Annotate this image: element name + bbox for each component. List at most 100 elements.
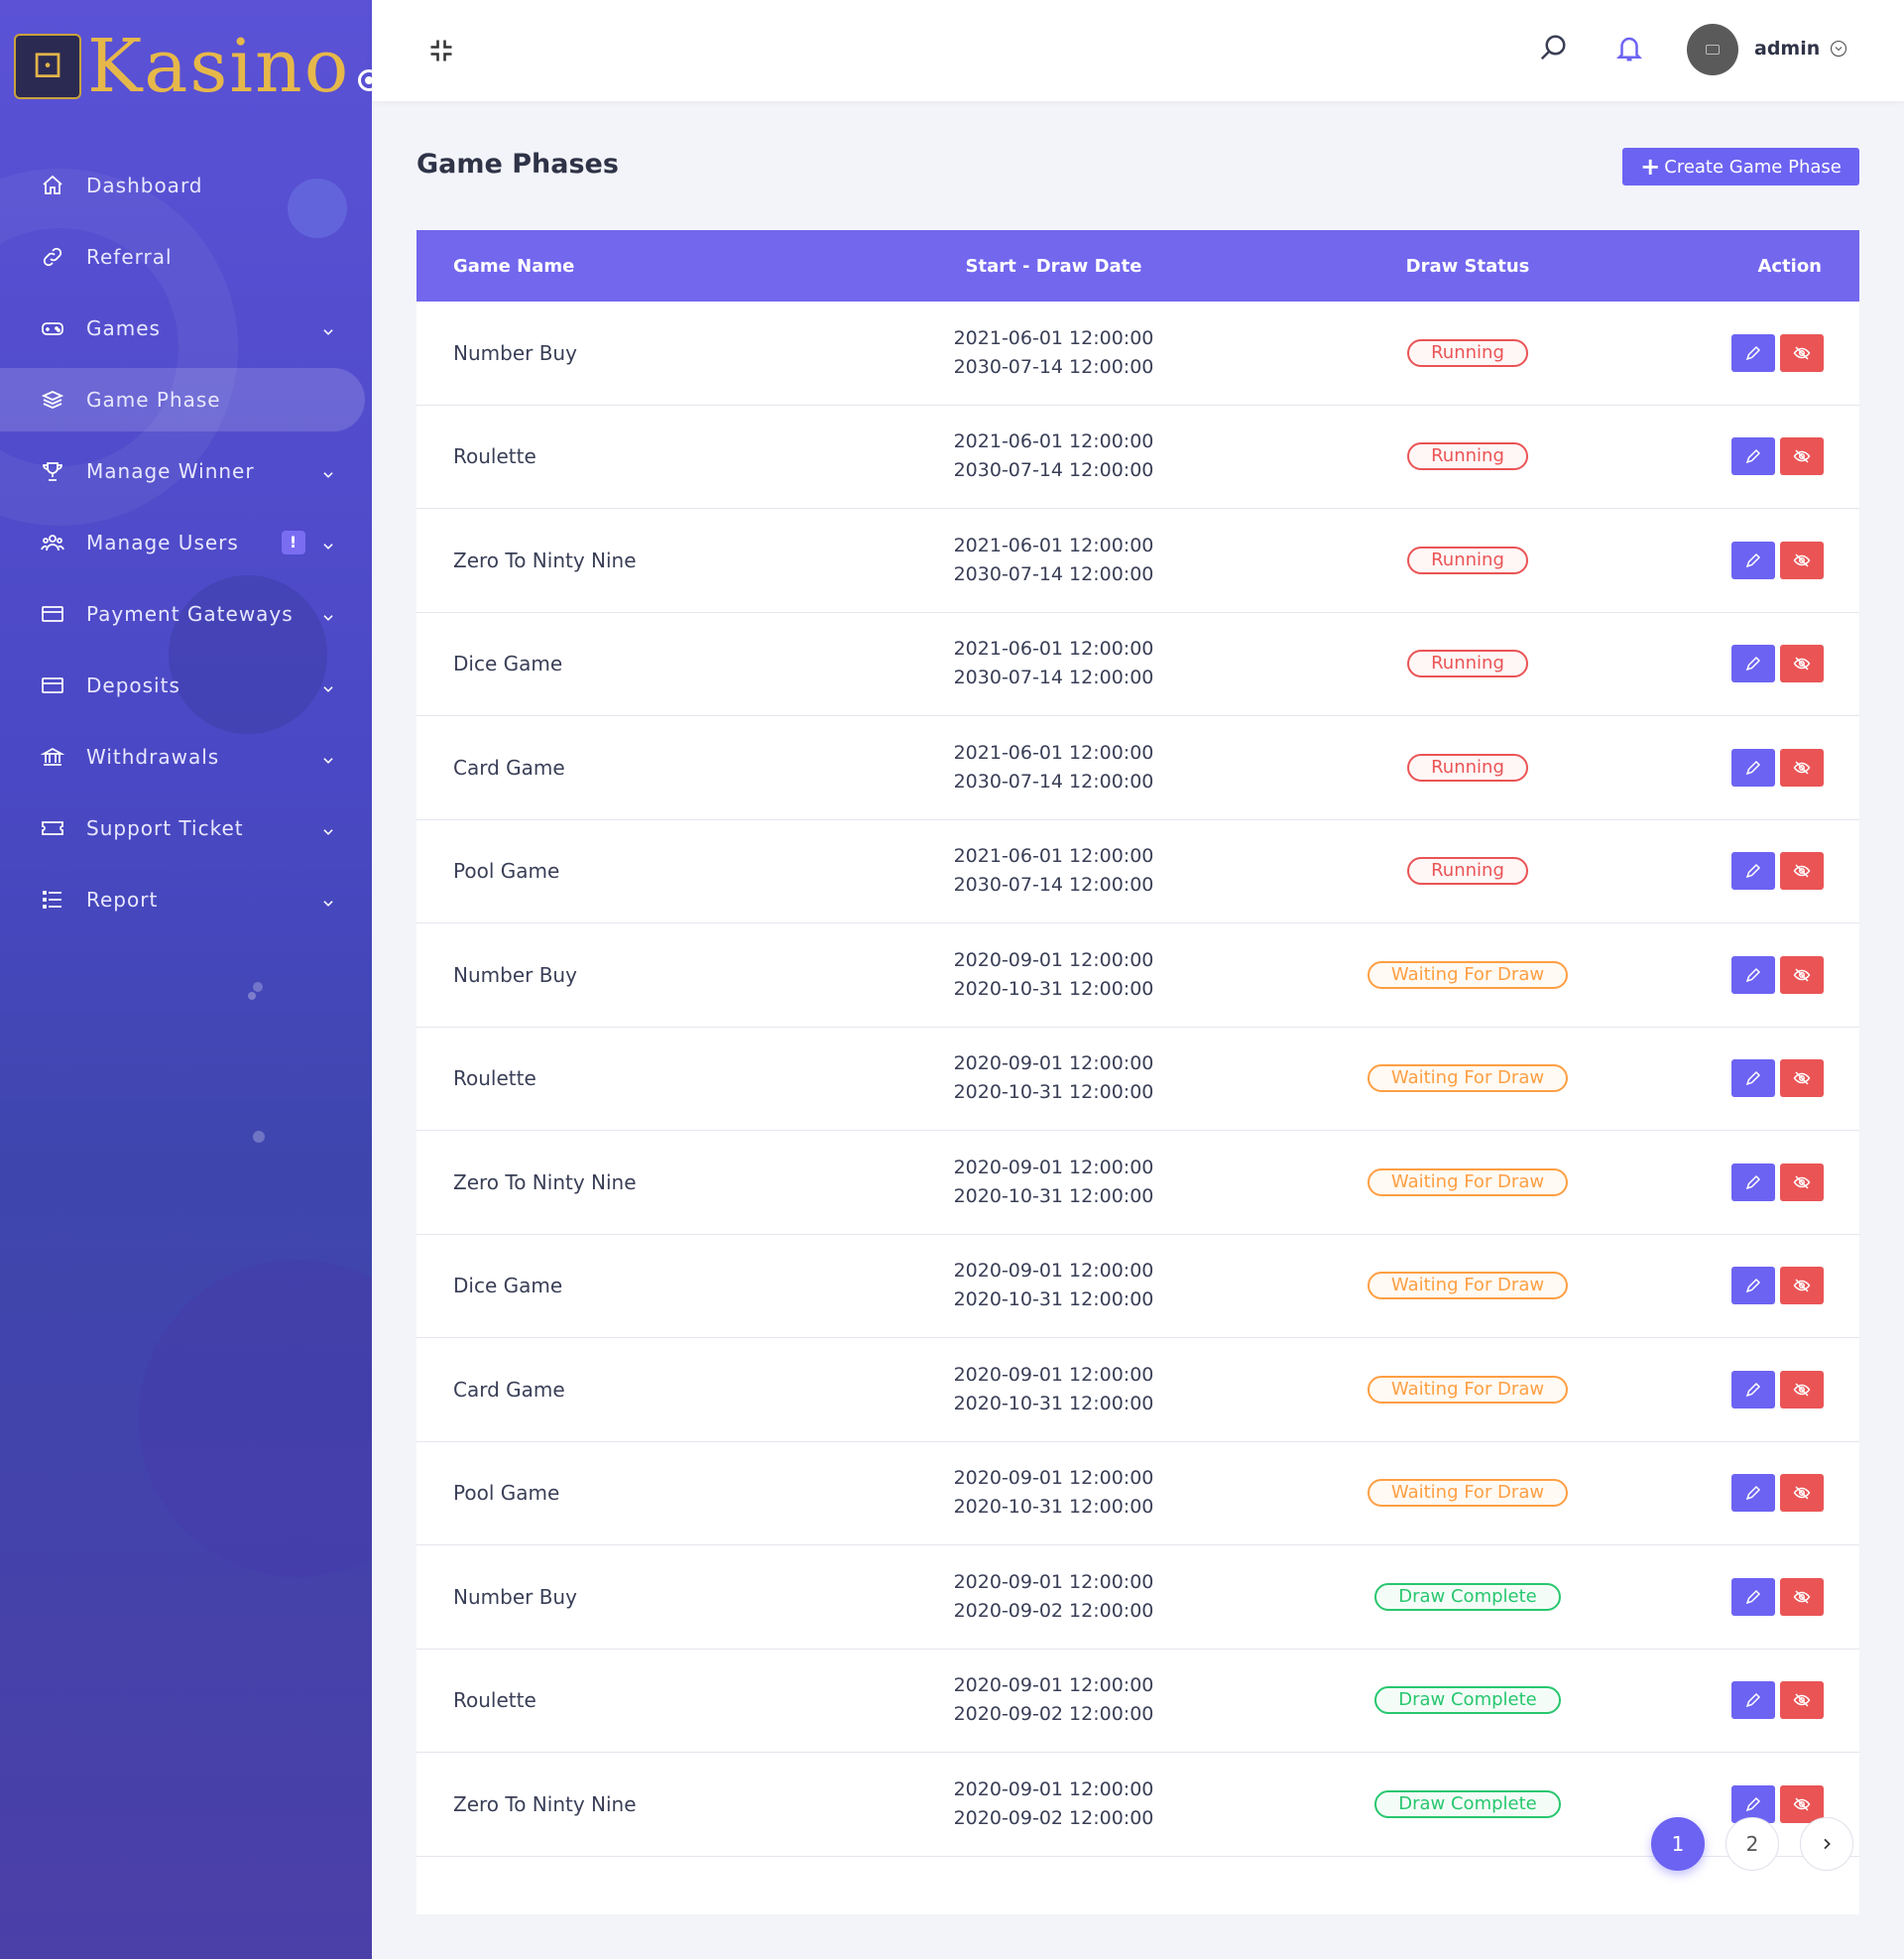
user-name[interactable]: admin [1754,38,1821,60]
collapse-icon[interactable] [427,37,455,64]
next-page-button[interactable] [1800,1817,1853,1871]
chevron-down-icon[interactable] [321,535,335,550]
sidebar-item-manage-winner[interactable]: Manage Winner [0,439,372,503]
chevron-down-icon[interactable] [321,677,335,692]
sidebar-item-game-phase[interactable]: Game Phase [0,368,365,431]
pencil-icon [1745,1693,1761,1708]
action-cell [1671,955,1859,994]
column-header-game-name: Game Name [453,255,575,277]
hide-button[interactable] [1780,1474,1824,1513]
eye-off-icon [1793,968,1811,982]
hide-button[interactable] [1780,852,1824,891]
edit-button[interactable] [1731,852,1775,891]
eye-off-icon [1793,1797,1811,1811]
hide-button[interactable] [1780,1059,1824,1098]
edit-button[interactable] [1731,1784,1775,1823]
status-cell: Draw Complete [1264,1686,1671,1715]
hide-button[interactable] [1780,333,1824,372]
edit-button[interactable] [1731,645,1775,683]
page-1-button[interactable]: 1 [1651,1817,1705,1871]
action-cell [1671,852,1859,891]
sidebar-item-manage-users[interactable]: Manage Users! [0,511,372,574]
hide-button[interactable] [1780,1267,1824,1305]
eye-off-icon [1793,1693,1811,1707]
chevron-down-icon[interactable] [321,749,335,764]
sidebar-item-referral[interactable]: Referral [0,225,372,289]
sidebar-item-report[interactable]: Report [0,868,372,931]
hide-button[interactable] [1780,1370,1824,1408]
search-icon[interactable] [1538,33,1568,62]
status-badge: Running [1407,546,1528,574]
action-cell [1671,1370,1859,1408]
edit-button[interactable] [1731,1577,1775,1616]
gamepad-icon [40,315,65,341]
sidebar-item-withdrawals[interactable]: Withdrawals [0,725,372,789]
game-name-cell: Zero To Ninty Nine [453,1791,637,1816]
brand-logo[interactable]: ⚀ Kasino [14,30,372,103]
game-name-cell: Zero To Ninty Nine [453,548,637,572]
eye-off-icon [1793,553,1811,567]
game-phases-table-card: Game Name Start - Draw Date Draw Status … [416,230,1859,1914]
eye-off-icon [1793,1486,1811,1500]
action-cell [1671,748,1859,787]
hide-button[interactable] [1780,1681,1824,1720]
draw-date: 2020-10-31 12:00:00 [953,1496,1154,1519]
edit-button[interactable] [1731,1163,1775,1201]
pencil-icon [1745,967,1761,982]
create-game-phase-button[interactable]: + Create Game Phase [1622,148,1859,185]
start-date: 2021-06-01 12:00:00 [953,534,1154,556]
chevron-down-icon[interactable] [1830,40,1847,58]
hide-button[interactable] [1780,1163,1824,1201]
avatar[interactable] [1687,24,1738,75]
sidebar-nav: Dashboard Referral Games Game Phase Manage W… [0,154,372,939]
sidebar-item-games[interactable]: Games [0,297,372,360]
table-row: Pool Game 2021-06-01 12:00:00 2030-07-14 1… [416,820,1859,923]
hide-button[interactable] [1780,748,1824,787]
chevron-down-icon[interactable] [321,606,335,621]
table-row: Pool Game 2020-09-01 12:00:00 2020-10-31 1… [416,1442,1859,1545]
page-2-button[interactable]: 2 [1726,1817,1779,1871]
hide-button[interactable] [1780,1577,1824,1616]
bell-icon[interactable] [1614,33,1644,64]
chevron-down-icon[interactable] [321,463,335,478]
pencil-icon [1745,1071,1761,1086]
decor-star [253,1131,265,1143]
edit-button[interactable] [1731,1370,1775,1408]
edit-button[interactable] [1731,1474,1775,1513]
draw-date: 2020-10-31 12:00:00 [953,1184,1154,1207]
pencil-icon [1745,1279,1761,1293]
edit-button[interactable] [1731,333,1775,372]
hide-button[interactable] [1780,541,1824,579]
date-cell: 2021-06-01 12:00:00 2030-07-14 12:00:00 [843,428,1264,485]
draw-date: 2020-09-02 12:00:00 [953,1599,1154,1622]
edit-button[interactable] [1731,541,1775,579]
sidebar-item-label: Deposits [86,673,180,697]
game-name-cell: Roulette [453,1688,536,1713]
sidebar-item-deposits[interactable]: Deposits [0,654,372,717]
start-date: 2020-09-01 12:00:00 [953,1260,1154,1283]
edit-button[interactable] [1731,955,1775,994]
edit-button[interactable] [1731,1681,1775,1720]
status-cell: Waiting For Draw [1264,960,1671,989]
edit-button[interactable] [1731,1267,1775,1305]
hide-button[interactable] [1780,645,1824,683]
sidebar-item-support-ticket[interactable]: Support Ticket [0,796,372,860]
eye-off-icon [1793,1279,1811,1292]
hide-button[interactable] [1780,437,1824,476]
status-cell: Running [1264,546,1671,574]
plus-icon: + [1640,153,1661,181]
hide-button[interactable] [1780,1784,1824,1823]
table-row: Number Buy 2020-09-01 12:00:00 2020-09-02 … [416,1545,1859,1650]
edit-button[interactable] [1731,437,1775,476]
chevron-down-icon[interactable] [321,320,335,335]
chevron-down-icon[interactable] [321,892,335,907]
draw-date: 2030-07-14 12:00:00 [953,667,1154,689]
edit-button[interactable] [1731,748,1775,787]
top-header: admin [372,0,1904,101]
edit-button[interactable] [1731,1059,1775,1098]
sidebar-item-payment-gateways[interactable]: Payment Gateways [0,582,372,646]
sidebar-item-dashboard[interactable]: Dashboard [0,154,372,217]
chevron-down-icon[interactable] [321,820,335,835]
hide-button[interactable] [1780,955,1824,994]
sidebar-item-label: Report [86,888,159,912]
